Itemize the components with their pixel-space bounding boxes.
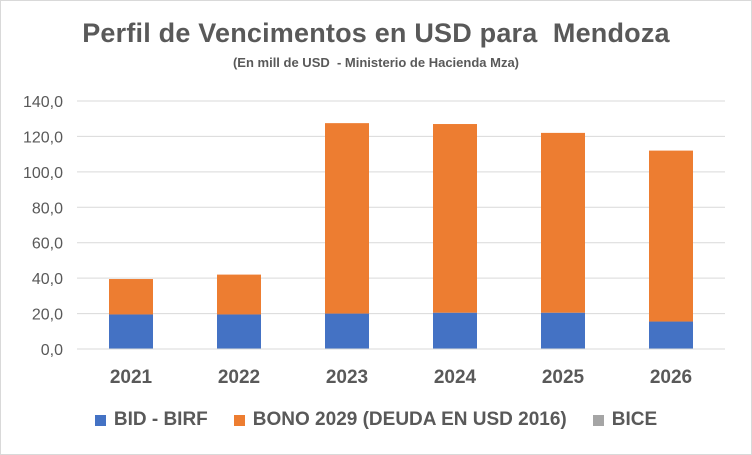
legend-swatch-bono-2029 [233, 414, 245, 426]
y-tick-label: 140,0 [23, 94, 63, 111]
bar-segment [649, 150, 693, 322]
legend-item-bid-birf: BID - BIRF [94, 409, 208, 431]
bar-segment [217, 314, 261, 349]
bar-segment [217, 274, 261, 315]
y-tick-label: 40,0 [32, 271, 63, 288]
legend-swatch-bid-birf [94, 414, 106, 426]
x-tick-label: 2022 [218, 367, 260, 388]
y-tick-label: 120,0 [23, 129, 63, 146]
bar-segment [649, 321, 693, 349]
y-tick-label: 80,0 [32, 200, 63, 217]
chart-legend: BID - BIRF BONO 2029 (DEUDA EN USD 2016)… [0, 409, 752, 431]
legend-label-bid-birf: BID - BIRF [113, 409, 208, 430]
y-tick-label: 20,0 [32, 307, 63, 324]
y-tick-label: 0,0 [41, 342, 63, 359]
bar-segment [433, 312, 477, 349]
chart-subtitle: (En mill de USD - Ministerio de Hacienda… [232, 55, 520, 70]
y-tick-label: 100,0 [23, 165, 63, 182]
legend-item-bono-2029: BONO 2029 (DEUDA EN USD 2016) [233, 409, 567, 431]
x-tick-label: 2024 [434, 367, 477, 388]
bar-segment [109, 279, 153, 315]
x-tick-label: 2021 [110, 367, 153, 388]
legend-item-bice: BICE [592, 409, 658, 431]
bar-segment [541, 132, 585, 313]
legend-label-bice: BICE [611, 409, 658, 430]
bar-segment [325, 313, 369, 349]
legend-swatch-bice [592, 414, 604, 426]
bar-segment [433, 124, 477, 313]
x-tick-label: 2026 [650, 367, 692, 388]
x-tick-label: 2025 [542, 367, 585, 388]
bar-segment [541, 312, 585, 349]
bar-segment [109, 314, 153, 349]
legend-label-bono-2029: BONO 2029 (DEUDA EN USD 2016) [252, 409, 567, 430]
bar-segment [325, 123, 369, 314]
x-tick-label: 2023 [326, 367, 368, 388]
y-tick-label: 60,0 [32, 236, 63, 253]
chart-title: Perfil de Vencimentos en USD para Mendoz… [82, 18, 670, 48]
